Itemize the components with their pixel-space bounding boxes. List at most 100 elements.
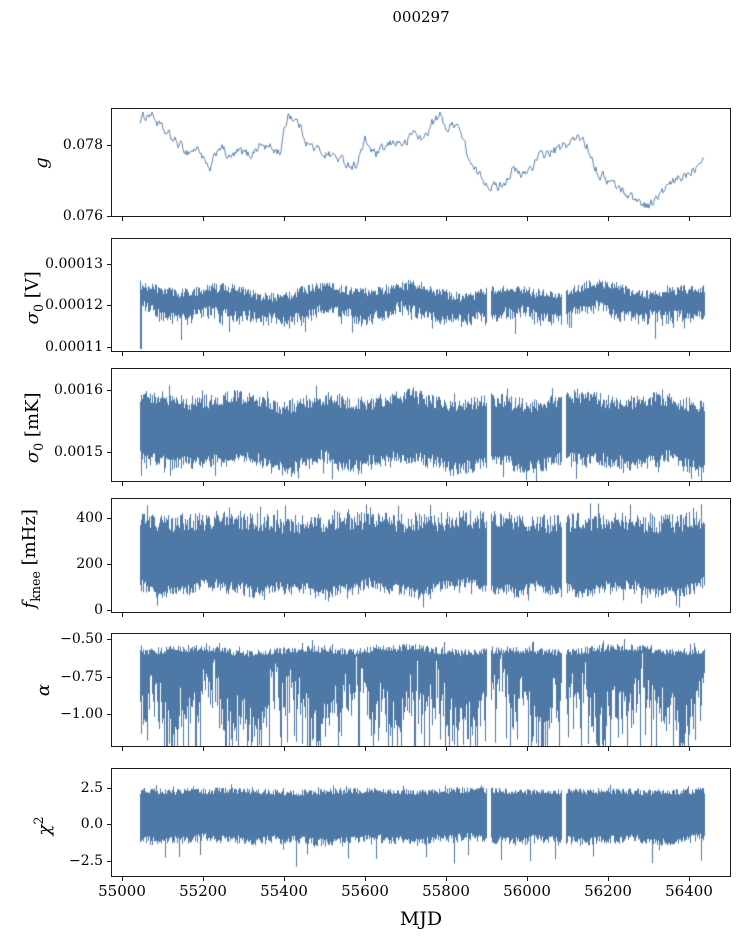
y-tick-mark — [107, 677, 111, 678]
x-tick-mark — [608, 482, 609, 486]
y-tick-mark — [107, 639, 111, 640]
x-tick-mark — [122, 217, 123, 221]
y-tick-label: 2.5 — [80, 780, 103, 796]
x-tick-mark — [446, 217, 447, 221]
y-axis-label-segment: [mK] — [22, 392, 44, 443]
y-tick-label: 0.076 — [62, 208, 103, 224]
panel-chi2-canvas — [112, 769, 730, 876]
panel-chi2 — [111, 768, 731, 877]
x-tick-mark — [284, 613, 285, 617]
y-axis-label-segment: 0 — [30, 304, 46, 313]
x-tick-mark — [122, 482, 123, 486]
x-tick-mark — [365, 877, 366, 881]
x-tick-mark — [284, 352, 285, 356]
y-tick-label: 400 — [76, 510, 103, 526]
x-tick-mark — [527, 877, 528, 881]
x-tick-label: 55200 — [179, 882, 227, 900]
y-tick-mark — [107, 216, 111, 217]
panel-sigma0-mk — [111, 368, 731, 482]
y-tick-mark — [107, 564, 111, 565]
x-tick-mark — [689, 482, 690, 486]
panel-sigma0-mk-canvas — [112, 369, 730, 481]
panel-fknee — [111, 498, 731, 613]
x-tick-mark — [527, 352, 528, 356]
y-tick-label: −0.75 — [60, 669, 103, 685]
panel-fknee-canvas — [112, 499, 730, 612]
y-axis-label-segment: g — [31, 156, 52, 169]
figure-title: 000297 — [392, 8, 450, 26]
x-tick-mark — [365, 352, 366, 356]
y-tick-mark — [107, 347, 111, 348]
y-axis-label-segment: [V] — [22, 271, 44, 305]
y-tick-mark — [107, 788, 111, 789]
x-tick-label: 55600 — [341, 882, 389, 900]
x-tick-mark — [446, 877, 447, 881]
x-tick-mark — [203, 352, 204, 356]
y-tick-label: 200 — [76, 556, 103, 572]
y-tick-mark — [107, 610, 111, 611]
y-axis-label-chi2: χ2 — [29, 726, 55, 926]
x-tick-mark — [365, 482, 366, 486]
x-tick-mark — [203, 613, 204, 617]
x-tick-mark — [365, 613, 366, 617]
x-tick-mark — [284, 877, 285, 881]
x-tick-mark — [365, 217, 366, 221]
x-tick-mark — [689, 217, 690, 221]
x-tick-mark — [446, 747, 447, 751]
y-axis-label-segment: σ — [22, 312, 44, 325]
y-axis-label-segment: χ — [34, 824, 55, 835]
x-tick-mark — [689, 352, 690, 356]
panel-sigma0-volts — [111, 238, 731, 352]
y-tick-mark — [107, 824, 111, 825]
x-tick-label: 55000 — [98, 882, 146, 900]
x-tick-mark — [608, 352, 609, 356]
panel-alpha-canvas — [112, 634, 730, 746]
y-tick-mark — [107, 861, 111, 862]
x-tick-mark — [527, 217, 528, 221]
panel-gain — [111, 108, 731, 217]
x-tick-mark — [608, 877, 609, 881]
y-tick-mark — [107, 305, 111, 306]
y-tick-label: −2.5 — [69, 853, 103, 869]
x-tick-mark — [527, 747, 528, 751]
y-axis-label-segment: α — [33, 683, 54, 697]
y-tick-label: 0.0015 — [54, 444, 103, 460]
y-tick-label: 0 — [94, 602, 103, 618]
x-tick-mark — [203, 482, 204, 486]
x-axis-label: MJD — [399, 908, 443, 930]
x-tick-mark — [284, 217, 285, 221]
x-tick-mark — [608, 747, 609, 751]
y-tick-mark — [107, 518, 111, 519]
y-tick-label: 0.0016 — [54, 382, 103, 398]
x-tick-mark — [689, 877, 690, 881]
y-axis-label-segment: 0 — [30, 442, 46, 451]
y-axis-label-segment: [mHz] — [19, 508, 41, 571]
x-tick-mark — [365, 747, 366, 751]
y-axis-label-segment: 2 — [31, 816, 46, 825]
y-tick-label: 0.00013 — [45, 256, 103, 272]
y-tick-mark — [107, 264, 111, 265]
x-tick-label: 55400 — [260, 882, 308, 900]
y-tick-label: 0.0 — [80, 816, 103, 832]
x-tick-mark — [689, 613, 690, 617]
x-tick-mark — [203, 877, 204, 881]
y-tick-label: 0.00011 — [45, 339, 103, 355]
x-tick-mark — [203, 747, 204, 751]
x-tick-mark — [527, 613, 528, 617]
x-tick-mark — [446, 352, 447, 356]
y-tick-mark — [107, 390, 111, 391]
y-tick-label: 0.00012 — [45, 297, 103, 313]
x-tick-label: 56000 — [503, 882, 551, 900]
x-tick-mark — [608, 217, 609, 221]
x-tick-mark — [689, 747, 690, 751]
x-tick-mark — [203, 217, 204, 221]
panel-gain-canvas — [112, 109, 730, 216]
x-tick-mark — [527, 482, 528, 486]
y-tick-label: 0.078 — [62, 137, 103, 153]
x-tick-mark — [446, 613, 447, 617]
x-tick-mark — [122, 613, 123, 617]
x-tick-mark — [284, 482, 285, 486]
panel-sigma0-volts-canvas — [112, 239, 730, 351]
y-tick-mark — [107, 714, 111, 715]
